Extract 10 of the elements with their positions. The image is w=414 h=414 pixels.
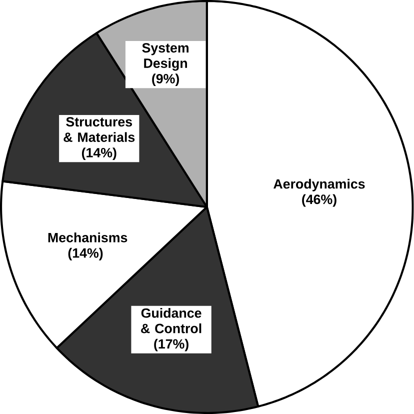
- data-label: (14%): [68, 248, 103, 260]
- data-label: (46%): [302, 194, 336, 207]
- slice-label: Mechanisms: [48, 232, 128, 242]
- data-label: (17%): [154, 338, 189, 352]
- slice-label: Structures & Materials: [64, 117, 135, 142]
- data-label: (14%): [82, 148, 116, 160]
- data-label: (9%): [152, 74, 180, 86]
- slice-label: System Design: [142, 43, 189, 71]
- slice-label: Guidance & Control: [141, 308, 202, 334]
- slice-label: Aerodynamics: [274, 178, 365, 192]
